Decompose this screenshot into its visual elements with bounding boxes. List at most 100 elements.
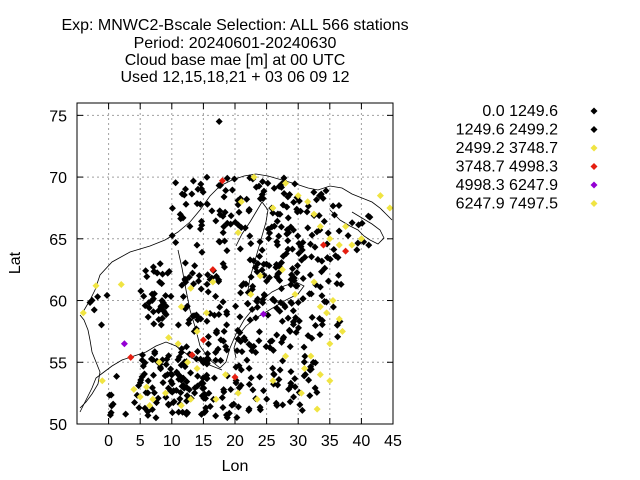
station-point-black — [330, 245, 338, 253]
legend-marker — [590, 181, 598, 189]
station-point-black — [334, 253, 342, 261]
station-point-black — [215, 276, 223, 284]
coastline-white-sea — [329, 209, 385, 245]
station-point-black — [354, 239, 362, 247]
station-point-black — [247, 273, 255, 281]
station-point-yellow — [291, 290, 299, 298]
station-point-yellow — [155, 358, 163, 366]
station-point-yellow — [310, 278, 318, 286]
station-point-black — [164, 400, 172, 408]
station-point-black — [365, 241, 373, 249]
station-point-black — [258, 246, 266, 254]
station-point-red — [342, 247, 350, 255]
station-point-black — [286, 343, 294, 351]
station-point-black — [334, 333, 342, 341]
station-point-yellow — [165, 334, 173, 342]
station-point-black — [294, 262, 302, 270]
station-point-yellow — [237, 198, 245, 206]
station-point-black — [185, 319, 193, 327]
station-point-black — [255, 182, 263, 190]
station-point-black — [191, 384, 199, 392]
station-point-yellow — [282, 352, 290, 360]
station-point-black — [273, 304, 281, 312]
station-point-black — [203, 200, 211, 208]
station-point-black — [152, 414, 160, 422]
station-point-black — [306, 271, 314, 279]
station-point-black — [162, 393, 170, 401]
station-point-black — [280, 333, 288, 341]
station-point-black — [298, 406, 306, 414]
station-point-black — [299, 274, 307, 282]
station-point-black — [264, 179, 272, 187]
station-point-black — [167, 292, 175, 300]
station-point-purple — [259, 310, 267, 318]
station-point-black — [285, 385, 293, 393]
station-point-black — [297, 243, 305, 251]
station-point-black — [324, 277, 332, 285]
station-point-black — [311, 321, 319, 329]
station-point-black — [158, 297, 166, 305]
station-point-black — [318, 292, 326, 300]
station-point-black — [222, 343, 230, 351]
station-point-black — [285, 326, 293, 334]
station-point-black — [210, 374, 218, 382]
station-point-black — [172, 238, 180, 246]
station-point-black — [249, 386, 257, 394]
station-point-black — [178, 382, 186, 390]
station-point-black — [269, 364, 277, 372]
station-point-black — [323, 254, 331, 262]
station-point-black — [223, 321, 231, 329]
station-point-black — [256, 406, 264, 414]
station-point-black — [291, 180, 299, 188]
station-point-black — [265, 262, 273, 270]
station-point-black — [192, 355, 200, 363]
station-point-black — [156, 278, 164, 286]
station-point-yellow — [222, 371, 230, 379]
station-point-black — [181, 259, 189, 267]
station-point-black — [366, 213, 374, 221]
station-point-black — [144, 377, 152, 385]
station-point-black — [194, 185, 202, 193]
station-point-black — [305, 376, 313, 384]
station-point-black — [260, 387, 268, 395]
station-point-black — [304, 202, 312, 210]
station-point-yellow — [174, 340, 182, 348]
station-point-yellow — [177, 401, 185, 409]
station-point-black — [204, 340, 212, 348]
station-point-black — [157, 365, 165, 373]
station-point-black — [236, 329, 244, 337]
station-point-yellow — [209, 278, 217, 286]
station-point-black — [318, 257, 326, 265]
station-point-yellow — [253, 395, 261, 403]
station-point-black — [159, 270, 167, 278]
station-point-black — [283, 230, 291, 238]
station-point-black — [213, 329, 221, 337]
station-point-black — [204, 350, 212, 358]
station-point-yellow — [143, 383, 151, 391]
station-point-black — [109, 400, 117, 408]
station-point-yellow — [234, 229, 242, 237]
station-point-black — [284, 314, 292, 322]
station-point-yellow — [98, 377, 106, 385]
station-point-black — [191, 389, 199, 397]
station-point-black — [276, 276, 284, 284]
station-point-black — [175, 353, 183, 361]
station-point-black — [348, 219, 356, 227]
station-point-black — [233, 347, 241, 355]
station-point-black — [308, 334, 316, 342]
station-point-black — [247, 374, 255, 382]
station-point-black — [165, 267, 173, 275]
station-point-black — [94, 293, 102, 301]
legend-entry-label: 2499.2 3748.7 — [456, 140, 558, 157]
station-point-black — [307, 365, 315, 373]
station-point-black — [135, 404, 143, 412]
station-point-black — [148, 297, 156, 305]
station-point-black — [157, 303, 165, 311]
station-point-black — [293, 282, 301, 290]
station-point-black — [183, 378, 191, 386]
station-point-black — [321, 298, 329, 306]
station-point-black — [353, 246, 361, 254]
station-point-black — [330, 211, 338, 219]
station-point-black — [182, 185, 190, 193]
